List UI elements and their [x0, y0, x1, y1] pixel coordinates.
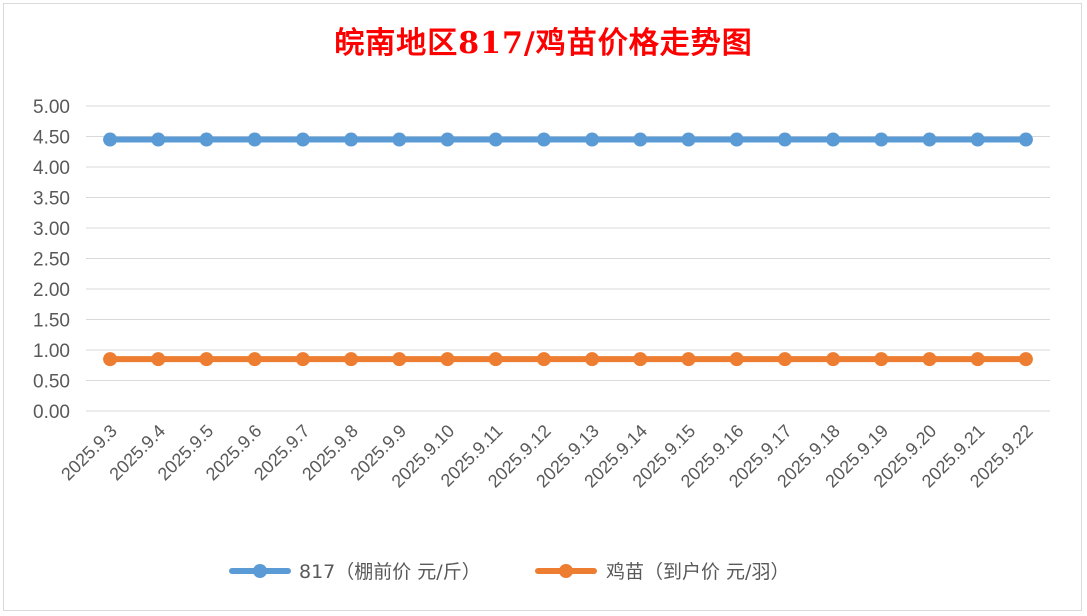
y-tick-label: 4.00: [33, 158, 70, 179]
data-point: [103, 352, 118, 367]
y-tick-label: 2.50: [33, 250, 70, 271]
y-tick-label: 0.00: [33, 402, 70, 423]
data-point: [729, 352, 744, 367]
data-point: [874, 132, 889, 147]
data-point: [729, 132, 744, 147]
data-point: [970, 352, 985, 367]
data-point: [633, 132, 648, 147]
legend-label: 817（棚前价 元/斤）: [299, 561, 481, 583]
data-point: [344, 352, 359, 367]
y-tick-label: 5.00: [33, 97, 70, 118]
data-point: [488, 352, 503, 367]
data-point: [392, 132, 407, 147]
legend-swatch-marker: [253, 564, 267, 578]
data-point: [777, 132, 792, 147]
data-point: [440, 132, 455, 147]
series-group: [103, 132, 1033, 367]
data-point: [199, 132, 214, 147]
data-point: [681, 352, 696, 367]
data-point: [440, 352, 455, 367]
y-tick-label: 4.50: [33, 128, 70, 149]
data-point: [536, 132, 551, 147]
gridlines: [86, 105, 1050, 412]
data-point: [633, 352, 648, 367]
y-tick-label: 1.00: [33, 341, 70, 362]
data-point: [247, 132, 262, 147]
data-point: [585, 132, 600, 147]
data-point: [922, 352, 937, 367]
legend-swatch-marker: [559, 564, 573, 578]
data-point: [1018, 352, 1033, 367]
y-tick-label: 3.00: [33, 219, 70, 240]
data-point: [826, 352, 841, 367]
y-tick-label: 3.50: [33, 189, 70, 210]
data-point: [585, 352, 600, 367]
data-point: [777, 352, 792, 367]
data-point: [151, 352, 166, 367]
data-point: [344, 132, 359, 147]
data-point: [874, 352, 889, 367]
data-point: [151, 132, 166, 147]
data-point: [295, 132, 310, 147]
x-axis-ticks: 2025.9.32025.9.42025.9.52025.9.62025.9.7…: [57, 421, 1036, 492]
data-point: [392, 352, 407, 367]
y-axis-ticks: 0.00 0.50 1.00 1.50 2.00 2.50 3.00 3.50 4.00 4.50…: [33, 97, 70, 423]
data-point: [970, 132, 985, 147]
data-point: [103, 132, 118, 147]
data-point: [681, 132, 696, 147]
y-tick-label: 2.00: [33, 280, 70, 301]
legend: 817（棚前价 元/斤） 鸡苗（到户价 元/羽）: [229, 561, 789, 583]
data-point: [295, 352, 310, 367]
y-tick-label: 0.50: [33, 372, 70, 393]
data-point: [922, 132, 937, 147]
y-tick-label: 1.50: [33, 311, 70, 332]
chart-frame: [3, 3, 1082, 611]
data-point: [536, 352, 551, 367]
chart-title: 皖南地区817/鸡苗价格走势图: [334, 26, 753, 61]
data-point: [826, 132, 841, 147]
data-point: [247, 352, 262, 367]
data-point: [1018, 132, 1033, 147]
data-point: [488, 132, 503, 147]
data-point: [199, 352, 214, 367]
legend-label: 鸡苗（到户价 元/羽）: [606, 561, 789, 583]
